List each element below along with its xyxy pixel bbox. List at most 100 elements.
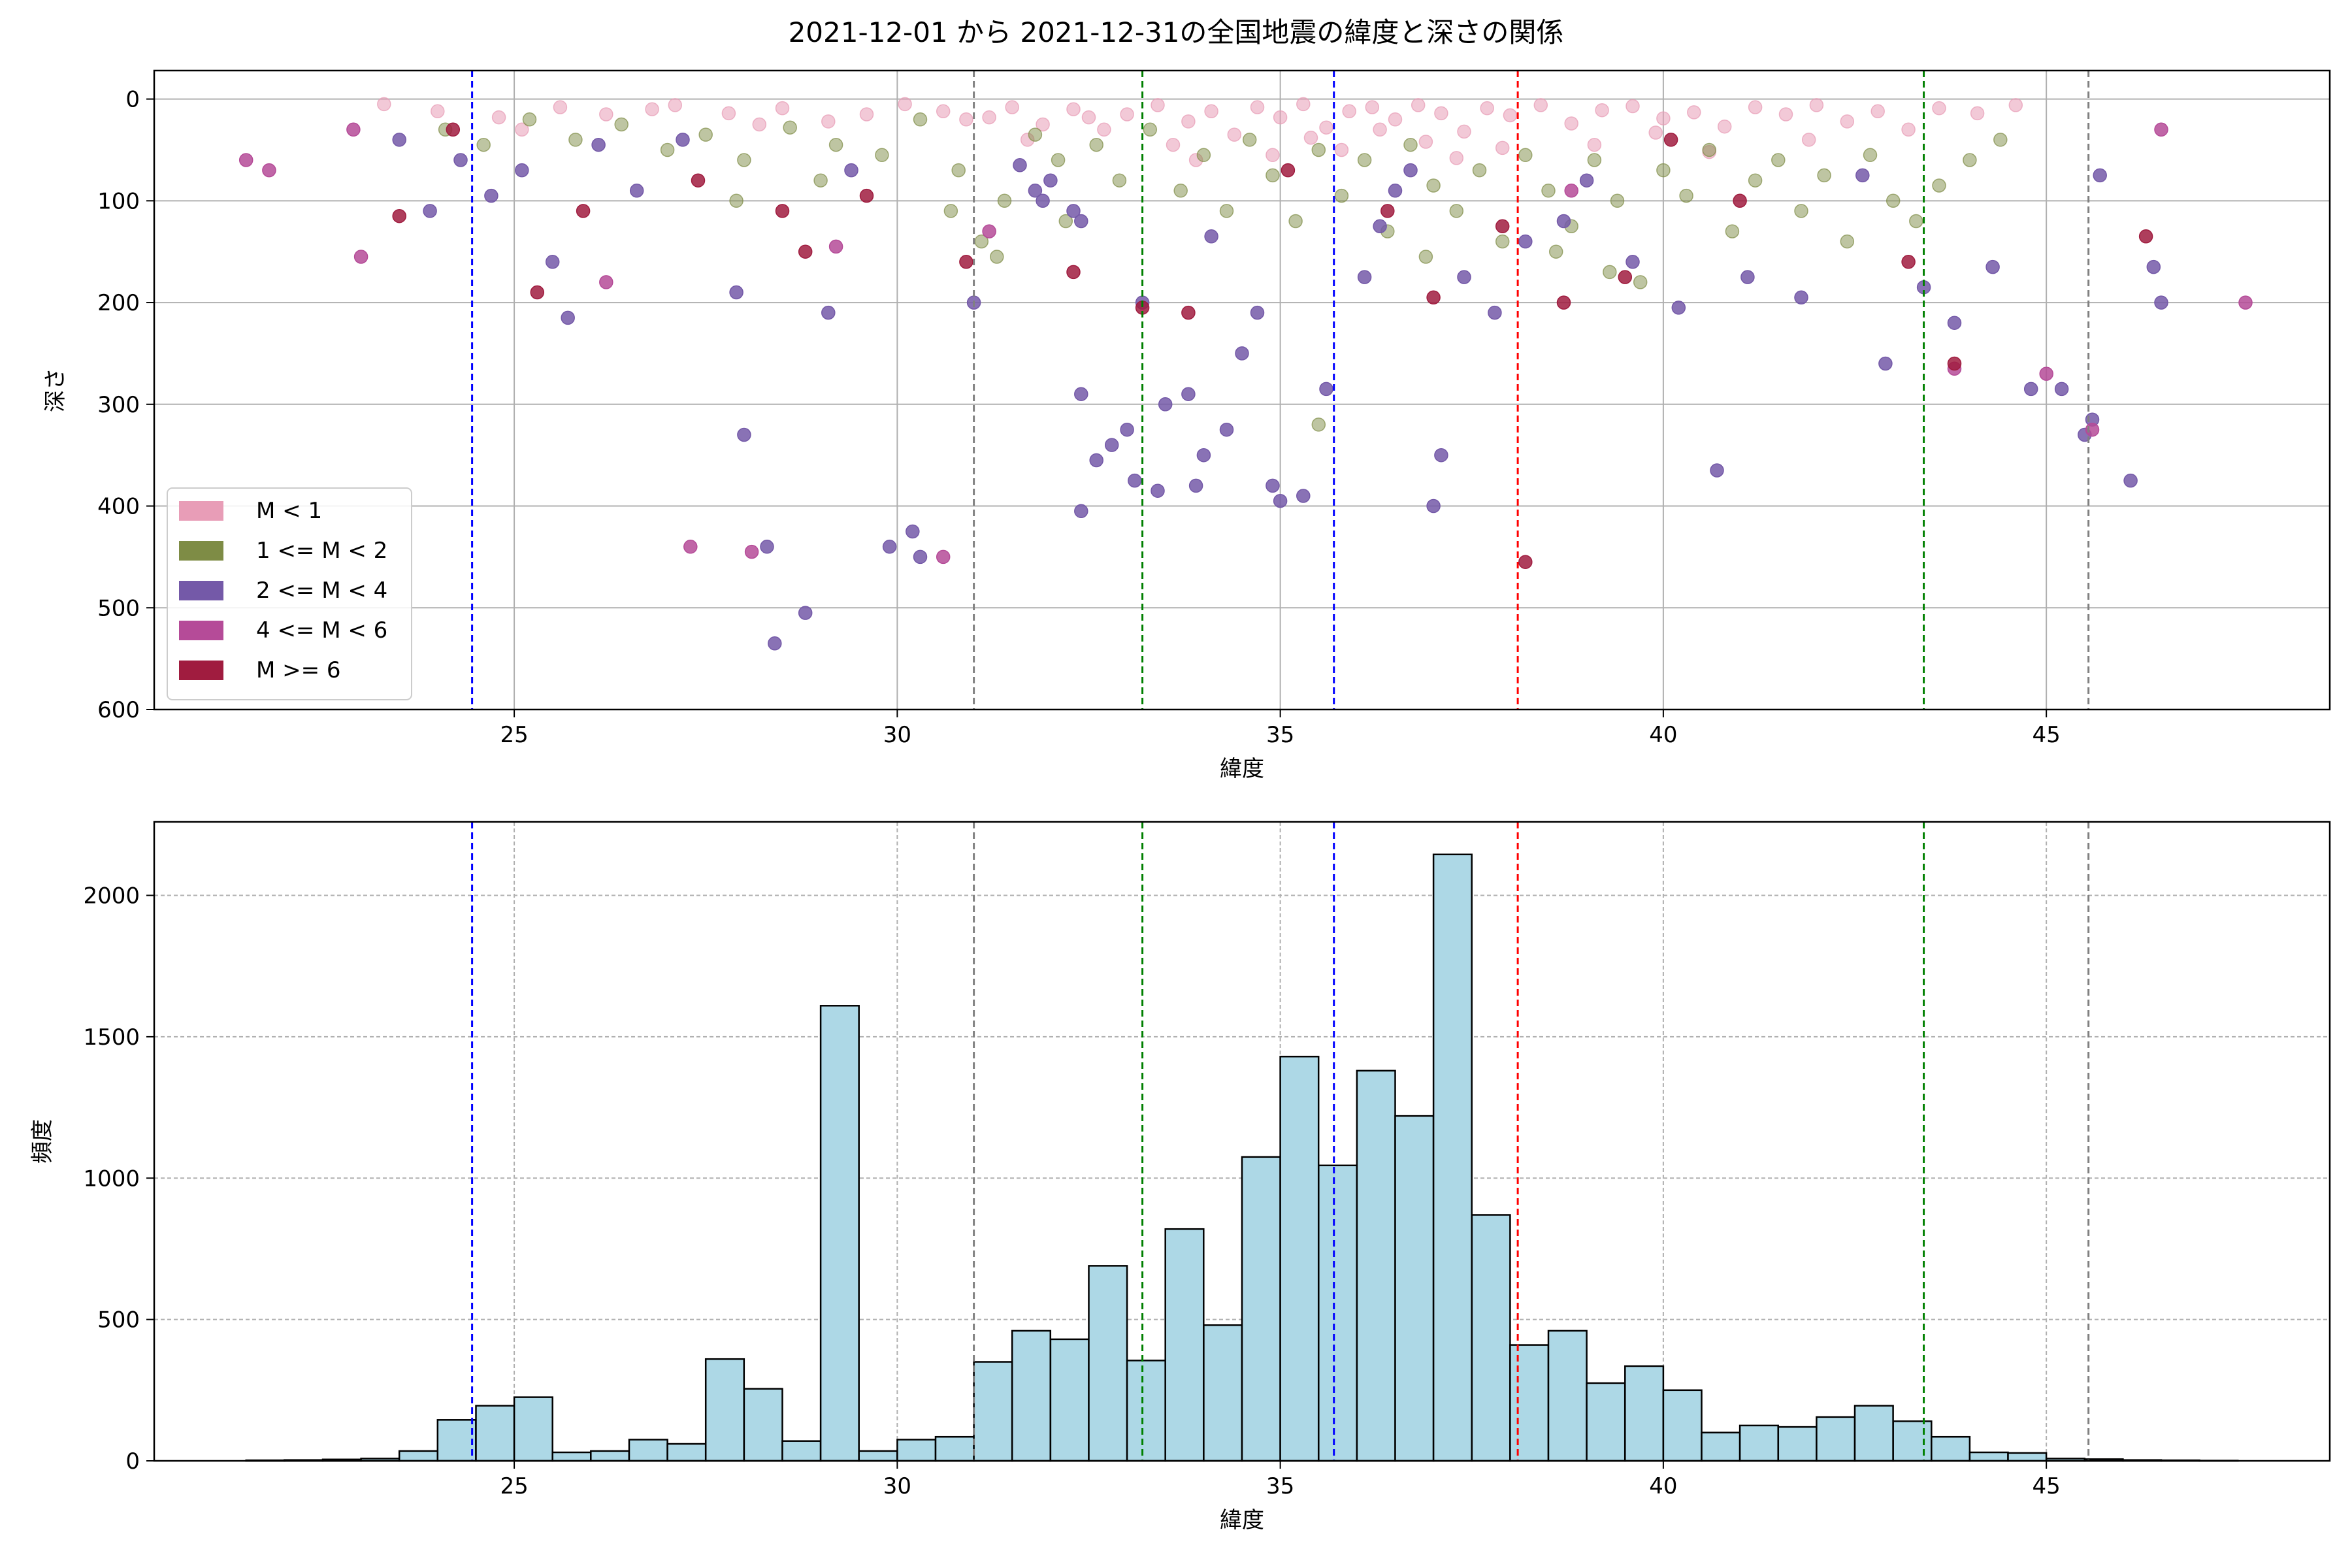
data-point xyxy=(2039,367,2053,381)
data-point xyxy=(1273,493,1288,508)
data-point xyxy=(982,224,996,238)
data-point xyxy=(1656,111,1671,125)
data-point xyxy=(943,204,958,218)
data-point xyxy=(898,97,912,112)
histogram-bar xyxy=(1892,1420,1933,1462)
figure-title: 2021-12-01 から 2021-12-31の全国地震の緯度と深さの関係 xyxy=(789,16,1564,48)
data-point xyxy=(1196,148,1211,163)
y-tick-label: 400 xyxy=(97,494,140,520)
data-point xyxy=(1564,116,1578,131)
data-point xyxy=(1426,498,1441,514)
data-point xyxy=(744,544,759,559)
legend-label: 4 <= M < 6 xyxy=(256,617,387,644)
legend-swatch xyxy=(179,581,223,600)
data-point xyxy=(1005,100,1019,114)
data-point xyxy=(1625,255,1640,269)
histogram-x-ticks: 25 30 35 40 45 xyxy=(500,1461,2061,1499)
data-point xyxy=(1733,193,1747,208)
data-point xyxy=(1151,98,1165,112)
data-point xyxy=(1932,178,1946,193)
data-point xyxy=(2054,382,2069,397)
histogram-bar xyxy=(896,1439,937,1462)
y-tick-label: 300 xyxy=(97,392,140,418)
scatter-y-ticks: 0 100 200 300 400 500 600 xyxy=(97,87,154,723)
data-point xyxy=(629,184,644,198)
histogram-bar xyxy=(1432,853,1473,1462)
histogram-bar xyxy=(1662,1389,1703,1462)
data-point xyxy=(660,142,675,157)
data-point xyxy=(1196,448,1211,463)
data-point xyxy=(1403,163,1418,178)
scatter-x-ticks: 25 30 35 40 45 xyxy=(500,710,2061,748)
data-point xyxy=(1066,102,1081,116)
data-point xyxy=(1334,188,1349,203)
data-point xyxy=(1587,153,1602,167)
data-point xyxy=(1794,204,1808,218)
data-point xyxy=(1235,346,1249,361)
data-point xyxy=(1173,184,1188,198)
data-point xyxy=(1411,98,1426,112)
data-point xyxy=(1311,417,1326,432)
legend-swatch xyxy=(179,621,223,640)
x-tick-label: 40 xyxy=(1649,1473,1677,1499)
data-point xyxy=(491,110,506,125)
data-point xyxy=(959,112,973,127)
y-tick-label: 0 xyxy=(125,87,140,113)
histogram-bar xyxy=(1011,1330,1052,1462)
data-point xyxy=(614,117,629,132)
scatter-points xyxy=(238,97,2253,651)
data-point xyxy=(484,188,498,203)
y-tick-label: 600 xyxy=(97,697,140,723)
data-point xyxy=(691,173,706,188)
data-point xyxy=(1281,163,1296,178)
data-point xyxy=(431,104,445,119)
data-point xyxy=(346,122,361,137)
data-point xyxy=(844,163,858,178)
histogram-bar xyxy=(1816,1416,1856,1462)
data-point xyxy=(1495,234,1510,249)
data-point xyxy=(2123,473,2138,488)
data-point xyxy=(2023,382,2038,397)
x-tick-label: 45 xyxy=(2033,1473,2061,1499)
data-point xyxy=(1840,114,1855,129)
histogram-bar xyxy=(1586,1382,1626,1462)
data-point xyxy=(1365,100,1380,114)
data-point xyxy=(1081,110,1096,125)
histogram-bar xyxy=(934,1435,975,1462)
data-point xyxy=(1418,250,1433,264)
histogram-bar xyxy=(398,1450,439,1462)
data-point xyxy=(990,250,1004,264)
data-point xyxy=(2138,229,2153,244)
data-point xyxy=(392,133,406,147)
data-point xyxy=(1886,193,1901,208)
scatter-x-label: 緯度 xyxy=(1220,756,1264,782)
histogram-bar xyxy=(819,1005,860,1462)
histogram-bar xyxy=(1088,1265,1128,1462)
data-point xyxy=(2154,295,2168,310)
data-point xyxy=(1472,163,1487,178)
x-tick-label: 35 xyxy=(1266,1473,1294,1499)
data-point xyxy=(1717,119,1732,134)
data-point xyxy=(1556,214,1571,229)
data-point xyxy=(1556,295,1571,310)
data-point xyxy=(1166,137,1181,152)
data-point xyxy=(729,285,743,300)
data-point xyxy=(1518,234,1533,249)
data-point xyxy=(1296,489,1311,503)
data-point xyxy=(1947,356,1962,371)
data-point xyxy=(1901,255,1916,269)
scatter-panel: 25 30 35 40 45 0 100 200 300 400 500 600 緯度 深さ M <… xyxy=(42,69,2331,782)
data-point xyxy=(1036,193,1050,208)
data-point xyxy=(768,636,782,651)
data-point xyxy=(1051,153,1066,167)
histogram-bar xyxy=(628,1439,668,1462)
data-point xyxy=(913,549,928,564)
scatter-y-label: 深さ xyxy=(42,368,69,412)
data-point xyxy=(1457,124,1471,139)
data-point xyxy=(2154,122,2168,137)
histogram-bar xyxy=(1471,1214,1511,1462)
data-point xyxy=(568,133,583,147)
data-point xyxy=(798,244,813,259)
data-point xyxy=(1388,112,1403,127)
data-point xyxy=(1066,265,1081,280)
